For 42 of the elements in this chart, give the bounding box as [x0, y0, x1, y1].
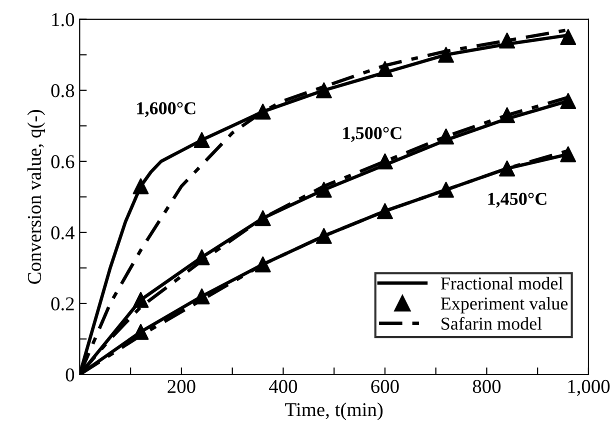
legend-label: Fractional model [440, 276, 563, 290]
point [132, 178, 149, 194]
y-axis-title: Conversion value, q(-) [27, 110, 45, 284]
annotation: 1,600°C [137, 102, 196, 117]
legend-label: Safarin model [442, 316, 542, 330]
point [560, 92, 576, 109]
x-tick-label: 1,000 [568, 380, 610, 396]
point [254, 210, 271, 226]
point [499, 107, 516, 124]
x-tick-label: 800 [472, 380, 501, 394]
point [316, 182, 332, 198]
point [194, 288, 210, 304]
point [438, 182, 454, 198]
y-tick-label: 0 [66, 368, 74, 382]
legend-label: Experiment value [440, 296, 568, 314]
point [560, 146, 576, 162]
point [194, 249, 210, 266]
y-tick-label: 0.8 [51, 84, 74, 98]
point [194, 132, 210, 148]
point [499, 160, 516, 176]
point [254, 104, 271, 120]
point [438, 128, 454, 144]
point [376, 61, 393, 77]
point [254, 256, 271, 272]
point [376, 153, 393, 170]
point [316, 82, 332, 98]
x-tick-label: 600 [371, 380, 399, 394]
y-tick-label: 0.4 [51, 226, 75, 240]
point [560, 29, 576, 45]
x-tick-label: 200 [168, 380, 196, 394]
point [132, 292, 149, 308]
x-tick-label: 400 [269, 380, 298, 394]
annotation: 1,450°C [488, 192, 546, 208]
point [376, 203, 393, 220]
y-tick-label: 0.2 [51, 297, 74, 310]
y-tick-label: 0.6 [51, 155, 74, 168]
point [499, 32, 516, 49]
annotation: 1,500°C [343, 127, 402, 142]
point [438, 46, 454, 63]
y-tick-label: 1.0 [52, 13, 74, 26]
point [316, 228, 332, 244]
x-axis-title: Time, t(min) [285, 402, 383, 420]
